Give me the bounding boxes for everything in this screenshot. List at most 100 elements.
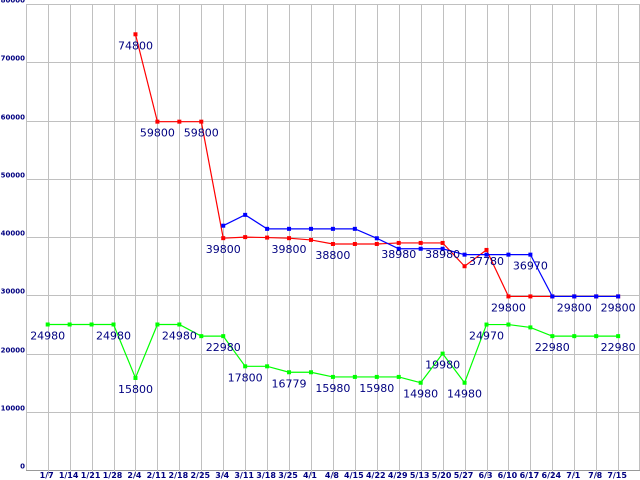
x-tick-label: 1/21 — [81, 471, 101, 480]
grid — [26, 4, 640, 476]
y-tick-label: 20000 — [1, 347, 25, 355]
blue-point — [330, 226, 335, 231]
blue-point — [287, 226, 292, 231]
x-tick-label: 4/1 — [303, 471, 317, 480]
green-point — [287, 370, 292, 375]
red-point — [396, 240, 401, 245]
green-data-label: 24980 — [162, 329, 197, 342]
green-point — [352, 374, 357, 379]
y-tick-label: 40000 — [1, 230, 25, 238]
x-tick-label: 5/13 — [410, 471, 430, 480]
green-point — [308, 370, 313, 375]
red-data-label: 38980 — [381, 248, 416, 261]
green-data-label: 15800 — [118, 383, 153, 396]
green-point — [550, 334, 555, 339]
blue-point — [550, 294, 555, 299]
red-data-label: 29800 — [601, 301, 636, 314]
red-point — [265, 235, 270, 240]
x-axis-ticks: 1/7 1/14 1/21 1/28 2/4 2/11 2/18 2/25 3/4 3/11 3/1… — [40, 471, 628, 480]
y-tick-label: 70000 — [1, 55, 25, 63]
green-series-line — [47, 323, 619, 384]
x-tick-label: 3/11 — [234, 471, 254, 480]
green-point — [67, 322, 72, 327]
x-tick-label: 3/4 — [215, 471, 229, 480]
green-point — [177, 322, 182, 327]
green-data-label: 22980 — [601, 341, 636, 354]
red-point — [462, 264, 467, 269]
blue-point — [528, 252, 533, 257]
red-data-label: 74800 — [118, 39, 153, 52]
red-point — [484, 247, 489, 252]
y-tick-label: 0 — [20, 463, 25, 471]
blue-point — [484, 252, 489, 257]
green-point — [45, 322, 50, 327]
x-tick-label: 4/15 — [344, 471, 364, 480]
green-data-label: 22980 — [206, 341, 241, 354]
green-point — [133, 375, 138, 380]
green-point — [462, 380, 467, 385]
red-point — [133, 32, 138, 37]
green-point — [418, 380, 423, 385]
y-tick-label: 30000 — [1, 288, 25, 296]
green-data-label: 19980 — [425, 359, 460, 372]
red-data-label: 37780 — [469, 255, 504, 268]
red-point — [287, 236, 292, 241]
green-point — [243, 364, 248, 369]
x-tick-label: 4/8 — [325, 471, 339, 480]
x-tick-label: 2/11 — [147, 471, 167, 480]
x-tick-label: 7/8 — [588, 471, 602, 480]
green-point — [89, 322, 94, 327]
red-point — [374, 241, 379, 246]
x-tick-label: 6/24 — [542, 471, 562, 480]
green-data-label: 17800 — [228, 371, 263, 384]
green-point — [199, 334, 204, 339]
red-point — [506, 294, 511, 299]
blue-point — [418, 246, 423, 251]
red-series-line — [134, 34, 619, 298]
x-tick-label: 2/18 — [169, 471, 189, 480]
red-data-label: 59800 — [184, 127, 219, 140]
red-point — [177, 119, 182, 124]
blue-point — [221, 223, 226, 228]
blue-point — [396, 246, 401, 251]
green-point — [111, 322, 116, 327]
red-point — [199, 119, 204, 124]
red-data-label: 38980 — [425, 248, 460, 261]
blue-point — [374, 236, 379, 241]
data-labels: 74800 59800 59800 39800 39800 38800 38980 38980… — [30, 39, 635, 400]
x-tick-label: 4/22 — [366, 471, 386, 480]
green-point — [572, 334, 577, 339]
red-point — [352, 241, 357, 246]
green-data-label: 14980 — [447, 388, 482, 401]
blue-point — [265, 226, 270, 231]
green-point — [155, 322, 160, 327]
red-data-label: 39800 — [272, 243, 307, 256]
blue-point — [462, 252, 467, 257]
red-data-label: 29800 — [491, 301, 526, 314]
x-tick-label: 2/25 — [190, 471, 210, 480]
green-data-label: 15980 — [315, 382, 350, 395]
y-tick-label: 50000 — [1, 172, 25, 180]
red-data-label: 29800 — [557, 301, 592, 314]
x-tick-label: 5/27 — [454, 471, 474, 480]
y-tick-label: 60000 — [1, 114, 25, 122]
x-tick-label: 1/14 — [59, 471, 79, 480]
red-point — [221, 236, 226, 241]
blue-point — [616, 294, 621, 299]
blue-point — [308, 226, 313, 231]
green-point — [484, 322, 489, 327]
blue-point — [572, 294, 577, 299]
red-data-label: 38800 — [315, 249, 350, 262]
y-tick-label: 80000 — [1, 0, 25, 5]
x-tick-label: 6/17 — [520, 471, 540, 480]
blue-point — [440, 246, 445, 251]
green-point — [528, 325, 533, 330]
green-point — [506, 322, 511, 327]
green-point — [594, 334, 599, 339]
green-data-label: 16779 — [272, 377, 307, 390]
red-point — [308, 237, 313, 242]
green-data-label: 24980 — [30, 329, 65, 342]
x-tick-label: 7/1 — [566, 471, 580, 480]
green-data-label: 14980 — [403, 388, 438, 401]
